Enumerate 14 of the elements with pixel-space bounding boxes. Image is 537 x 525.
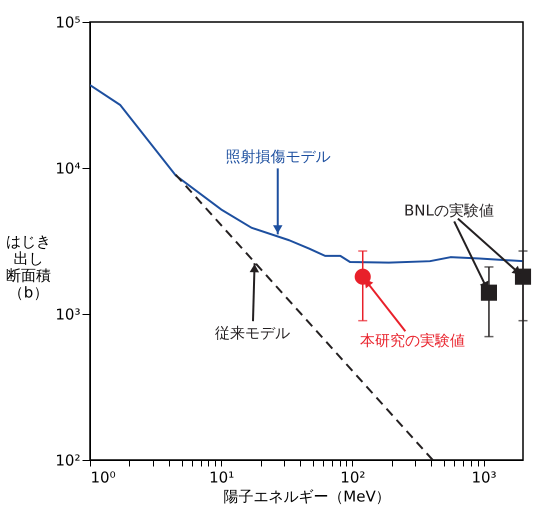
y-tick-label: 10²: [55, 452, 80, 470]
x-tick-label: 10¹: [209, 468, 234, 486]
x-tick-label: 10³: [471, 468, 497, 486]
y-axis-title: はじき出し断面積（b）: [6, 232, 51, 302]
x-axis-title: 陽子エネルギー（MeV）: [223, 488, 391, 506]
y-tick-label: 10⁵: [55, 14, 80, 32]
annotation: 従来モデル: [215, 324, 290, 342]
y-tick-label: 10⁴: [55, 160, 80, 178]
x-tick-label: 10²: [340, 468, 366, 486]
annotation: 照射損傷モデル: [225, 147, 330, 166]
x-tick-label: 10⁰: [90, 468, 116, 486]
annotation: 本研究の実験値: [360, 332, 466, 350]
annotation: BNLの実験値: [404, 202, 494, 220]
y-tick-label: 10³: [55, 306, 80, 324]
